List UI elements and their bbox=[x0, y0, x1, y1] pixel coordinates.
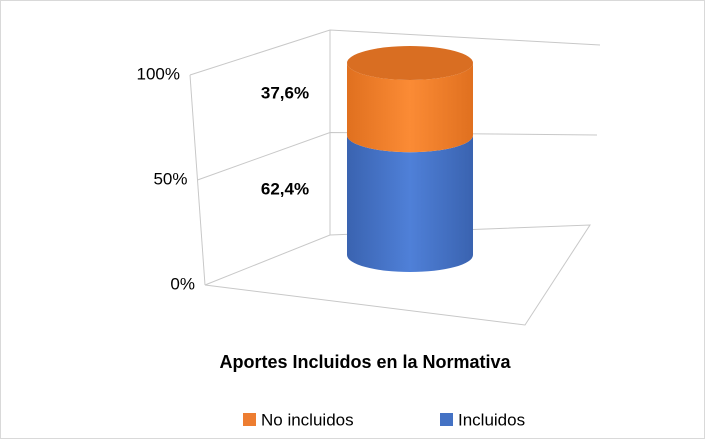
legend-swatch bbox=[440, 413, 453, 426]
y-tick-label: 0% bbox=[170, 274, 195, 293]
y-tick-label: 50% bbox=[153, 169, 187, 188]
walls bbox=[189, 29, 601, 326]
legend-label: Incluidos bbox=[458, 410, 525, 429]
legend-swatch bbox=[243, 413, 256, 426]
cylinder-segment bbox=[347, 135, 473, 272]
cylinder-top bbox=[347, 46, 473, 80]
cylinder-segment bbox=[347, 63, 473, 153]
value-label: 62,4% bbox=[261, 180, 309, 199]
legend-label: No incluidos bbox=[261, 410, 354, 429]
value-label: 37,6% bbox=[261, 84, 309, 103]
y-tick-label: 100% bbox=[137, 64, 180, 83]
category-label: Aportes Incluidos en la Normativa bbox=[219, 352, 511, 372]
grid-line bbox=[197, 131, 598, 181]
